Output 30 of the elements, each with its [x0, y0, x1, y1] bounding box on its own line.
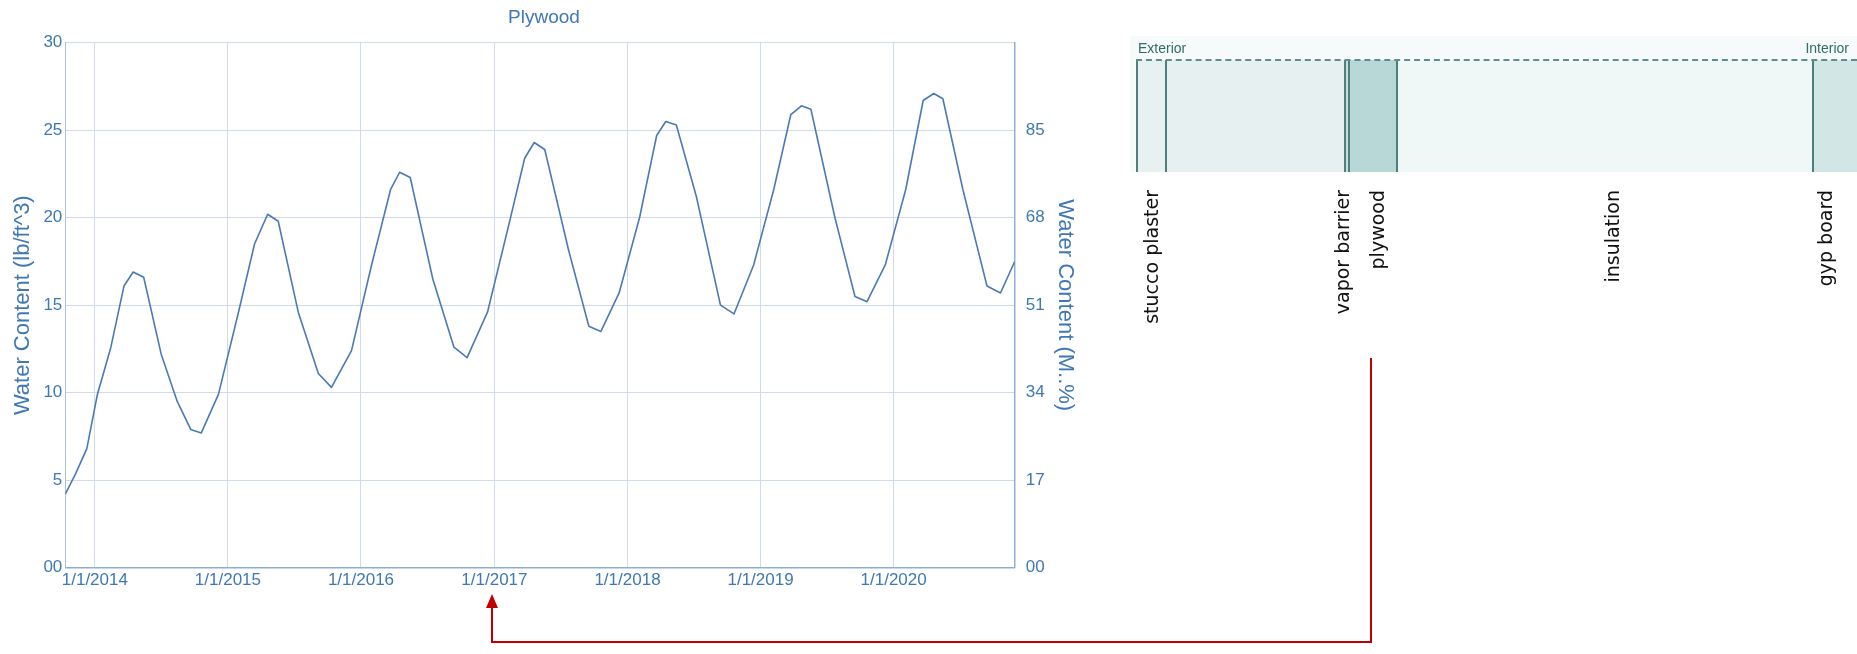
y2-tick-label: 68 — [1025, 207, 1045, 227]
x-tick-label: 1/1/2016 — [327, 570, 395, 590]
text: gyp board — [1814, 190, 1836, 287]
x-tick-label: 1/1/2017 — [461, 570, 528, 590]
y-tick-label: 30 — [43, 32, 63, 52]
text: Interior — [1805, 40, 1849, 56]
text: vapor barrier — [1331, 190, 1353, 315]
y2-tick-label: 00 — [1025, 557, 1045, 577]
chart-title: Plywood — [508, 5, 580, 27]
y-tick-label: 10 — [43, 382, 63, 402]
x-tick-label: 1/1/2014 — [61, 570, 128, 590]
x-tick-label: 1/1/2020 — [860, 570, 927, 590]
text: stucco plaster — [1140, 190, 1162, 324]
y-tick-label: 20 — [43, 207, 63, 227]
y-tick-label: 5 — [52, 469, 63, 489]
text: insulation — [1601, 190, 1623, 283]
y2-tick-label: 85 — [1025, 119, 1045, 139]
x-tick-label: 1/1/2015 — [194, 570, 262, 590]
y2-tick-label: 51 — [1025, 294, 1045, 314]
y2-axis-title: Water Content (M..%) — [1053, 199, 1079, 412]
text: plywood — [1366, 190, 1388, 270]
text: Exterior — [1138, 40, 1187, 56]
y-axis-title: Water Content (lb/ft^3) — [9, 195, 35, 416]
y-tick-label: 15 — [43, 294, 63, 314]
y2-tick-label: 34 — [1025, 382, 1045, 402]
y2-tick-label: 17 — [1025, 469, 1045, 489]
x-tick-label: 1/1/2018 — [594, 570, 661, 590]
y-tick-label: 00 — [43, 557, 63, 577]
x-tick-label: 1/1/2019 — [727, 570, 794, 590]
y-tick-label: 25 — [43, 119, 63, 139]
